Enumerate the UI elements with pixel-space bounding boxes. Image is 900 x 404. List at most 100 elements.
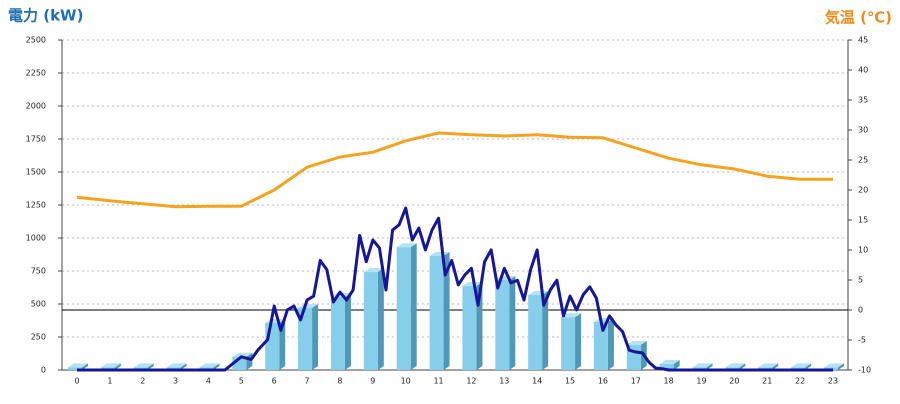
- bar: [68, 367, 82, 370]
- bar-side: [542, 291, 549, 370]
- y-tick-label: 500: [31, 300, 46, 309]
- bar: [495, 279, 510, 370]
- bar-side: [344, 293, 351, 370]
- x-tick-label: 0: [74, 377, 79, 386]
- bar-side: [82, 363, 88, 370]
- bar: [265, 323, 280, 370]
- x-tick-label: 11: [433, 377, 443, 386]
- bar: [363, 272, 378, 370]
- x-tick-label: 15: [565, 377, 575, 386]
- bar-top: [561, 313, 582, 318]
- bar-top: [68, 363, 88, 368]
- bar: [330, 297, 345, 370]
- bar-top: [725, 363, 746, 368]
- bar-top: [626, 340, 647, 345]
- y-tick-label: 750: [31, 267, 46, 276]
- x-tick-label: 17: [631, 377, 641, 386]
- x-tick-label: 8: [337, 377, 342, 386]
- bar-top: [133, 363, 154, 368]
- x-tick-label: 3: [173, 377, 178, 386]
- bar: [561, 317, 576, 370]
- bar: [528, 295, 543, 370]
- bar: [593, 321, 608, 370]
- bar-side: [213, 363, 220, 370]
- x-tick-label: 19: [696, 377, 706, 386]
- y-tick-label: 1250: [26, 201, 46, 210]
- bar-top: [692, 363, 713, 368]
- x-tick-label: 12: [466, 377, 476, 386]
- bar-side: [509, 275, 516, 370]
- bar: [429, 255, 444, 370]
- bar-top: [462, 282, 483, 287]
- y2-tick-label: 25: [858, 156, 868, 165]
- bar-side: [838, 363, 844, 370]
- bar-side: [377, 268, 384, 370]
- x-tick-label: 2: [140, 377, 145, 386]
- x-tick-label: 21: [762, 377, 772, 386]
- y-tick-label: 0: [41, 366, 46, 375]
- x-tick-label: 20: [729, 377, 739, 386]
- bar-side: [410, 243, 417, 370]
- bar-top: [396, 243, 417, 248]
- bar-side: [575, 313, 582, 370]
- bar: [462, 286, 477, 370]
- x-tick-label: 13: [499, 377, 509, 386]
- y2-tick-label: 5: [858, 276, 863, 285]
- y-tick-label: 2500: [26, 36, 46, 45]
- bar-top: [166, 363, 187, 368]
- bar-top: [659, 360, 680, 365]
- bar-top: [791, 363, 812, 368]
- bar-top: [824, 363, 844, 368]
- bar-side: [706, 363, 713, 370]
- x-tick-label: 22: [795, 377, 805, 386]
- x-tick-label: 4: [206, 377, 211, 386]
- y-tick-label: 1750: [26, 135, 46, 144]
- bar: [298, 307, 313, 370]
- bar-side: [805, 363, 812, 370]
- y-tick-label: 250: [31, 333, 46, 342]
- x-tick-label: 16: [598, 377, 608, 386]
- left-axis-title: 電力 (kW): [8, 7, 83, 25]
- y2-tick-label: 0: [858, 306, 863, 315]
- bar-side: [312, 303, 319, 370]
- y-tick-label: 1000: [26, 234, 46, 243]
- x-tick-label: 5: [239, 377, 244, 386]
- bar-side: [180, 363, 187, 370]
- x-tick-label: 7: [305, 377, 310, 386]
- bar: [396, 247, 411, 370]
- bar-side: [443, 251, 450, 370]
- y2-tick-label: 40: [858, 66, 868, 75]
- y-tick-label: 2000: [26, 102, 46, 111]
- x-tick-label: 6: [272, 377, 277, 386]
- bar-side: [739, 363, 746, 370]
- bar-top: [298, 303, 319, 308]
- y2-tick-label: 10: [858, 246, 868, 255]
- bar-side: [114, 363, 121, 370]
- y-tick-label: 1500: [26, 168, 46, 177]
- y2-tick-label: 15: [858, 216, 868, 225]
- bar-top: [363, 268, 384, 273]
- bar: [659, 364, 674, 370]
- bar-side: [607, 317, 614, 370]
- bar-top: [199, 363, 220, 368]
- y2-tick-label: 20: [858, 186, 868, 195]
- y2-tick-label: 35: [858, 96, 868, 105]
- bar-top: [429, 251, 450, 256]
- y-tick-label: 2250: [26, 69, 46, 78]
- y2-tick-label: 45: [858, 36, 868, 45]
- x-tick-label: 10: [401, 377, 411, 386]
- bar-top: [100, 363, 121, 368]
- bar-side: [147, 363, 154, 370]
- bar-top: [232, 352, 253, 357]
- y2-tick-label: -10: [858, 366, 871, 375]
- x-tick-label: 23: [828, 377, 838, 386]
- x-tick-label: 9: [370, 377, 375, 386]
- temperature-line: [76, 131, 833, 209]
- y2-tick-label: -5: [858, 336, 866, 345]
- bar-top: [758, 363, 779, 368]
- power-line: [77, 206, 833, 372]
- right-axis-title: 気温 (℃): [825, 9, 892, 27]
- bar-side: [772, 363, 779, 370]
- x-tick-label: 1: [107, 377, 112, 386]
